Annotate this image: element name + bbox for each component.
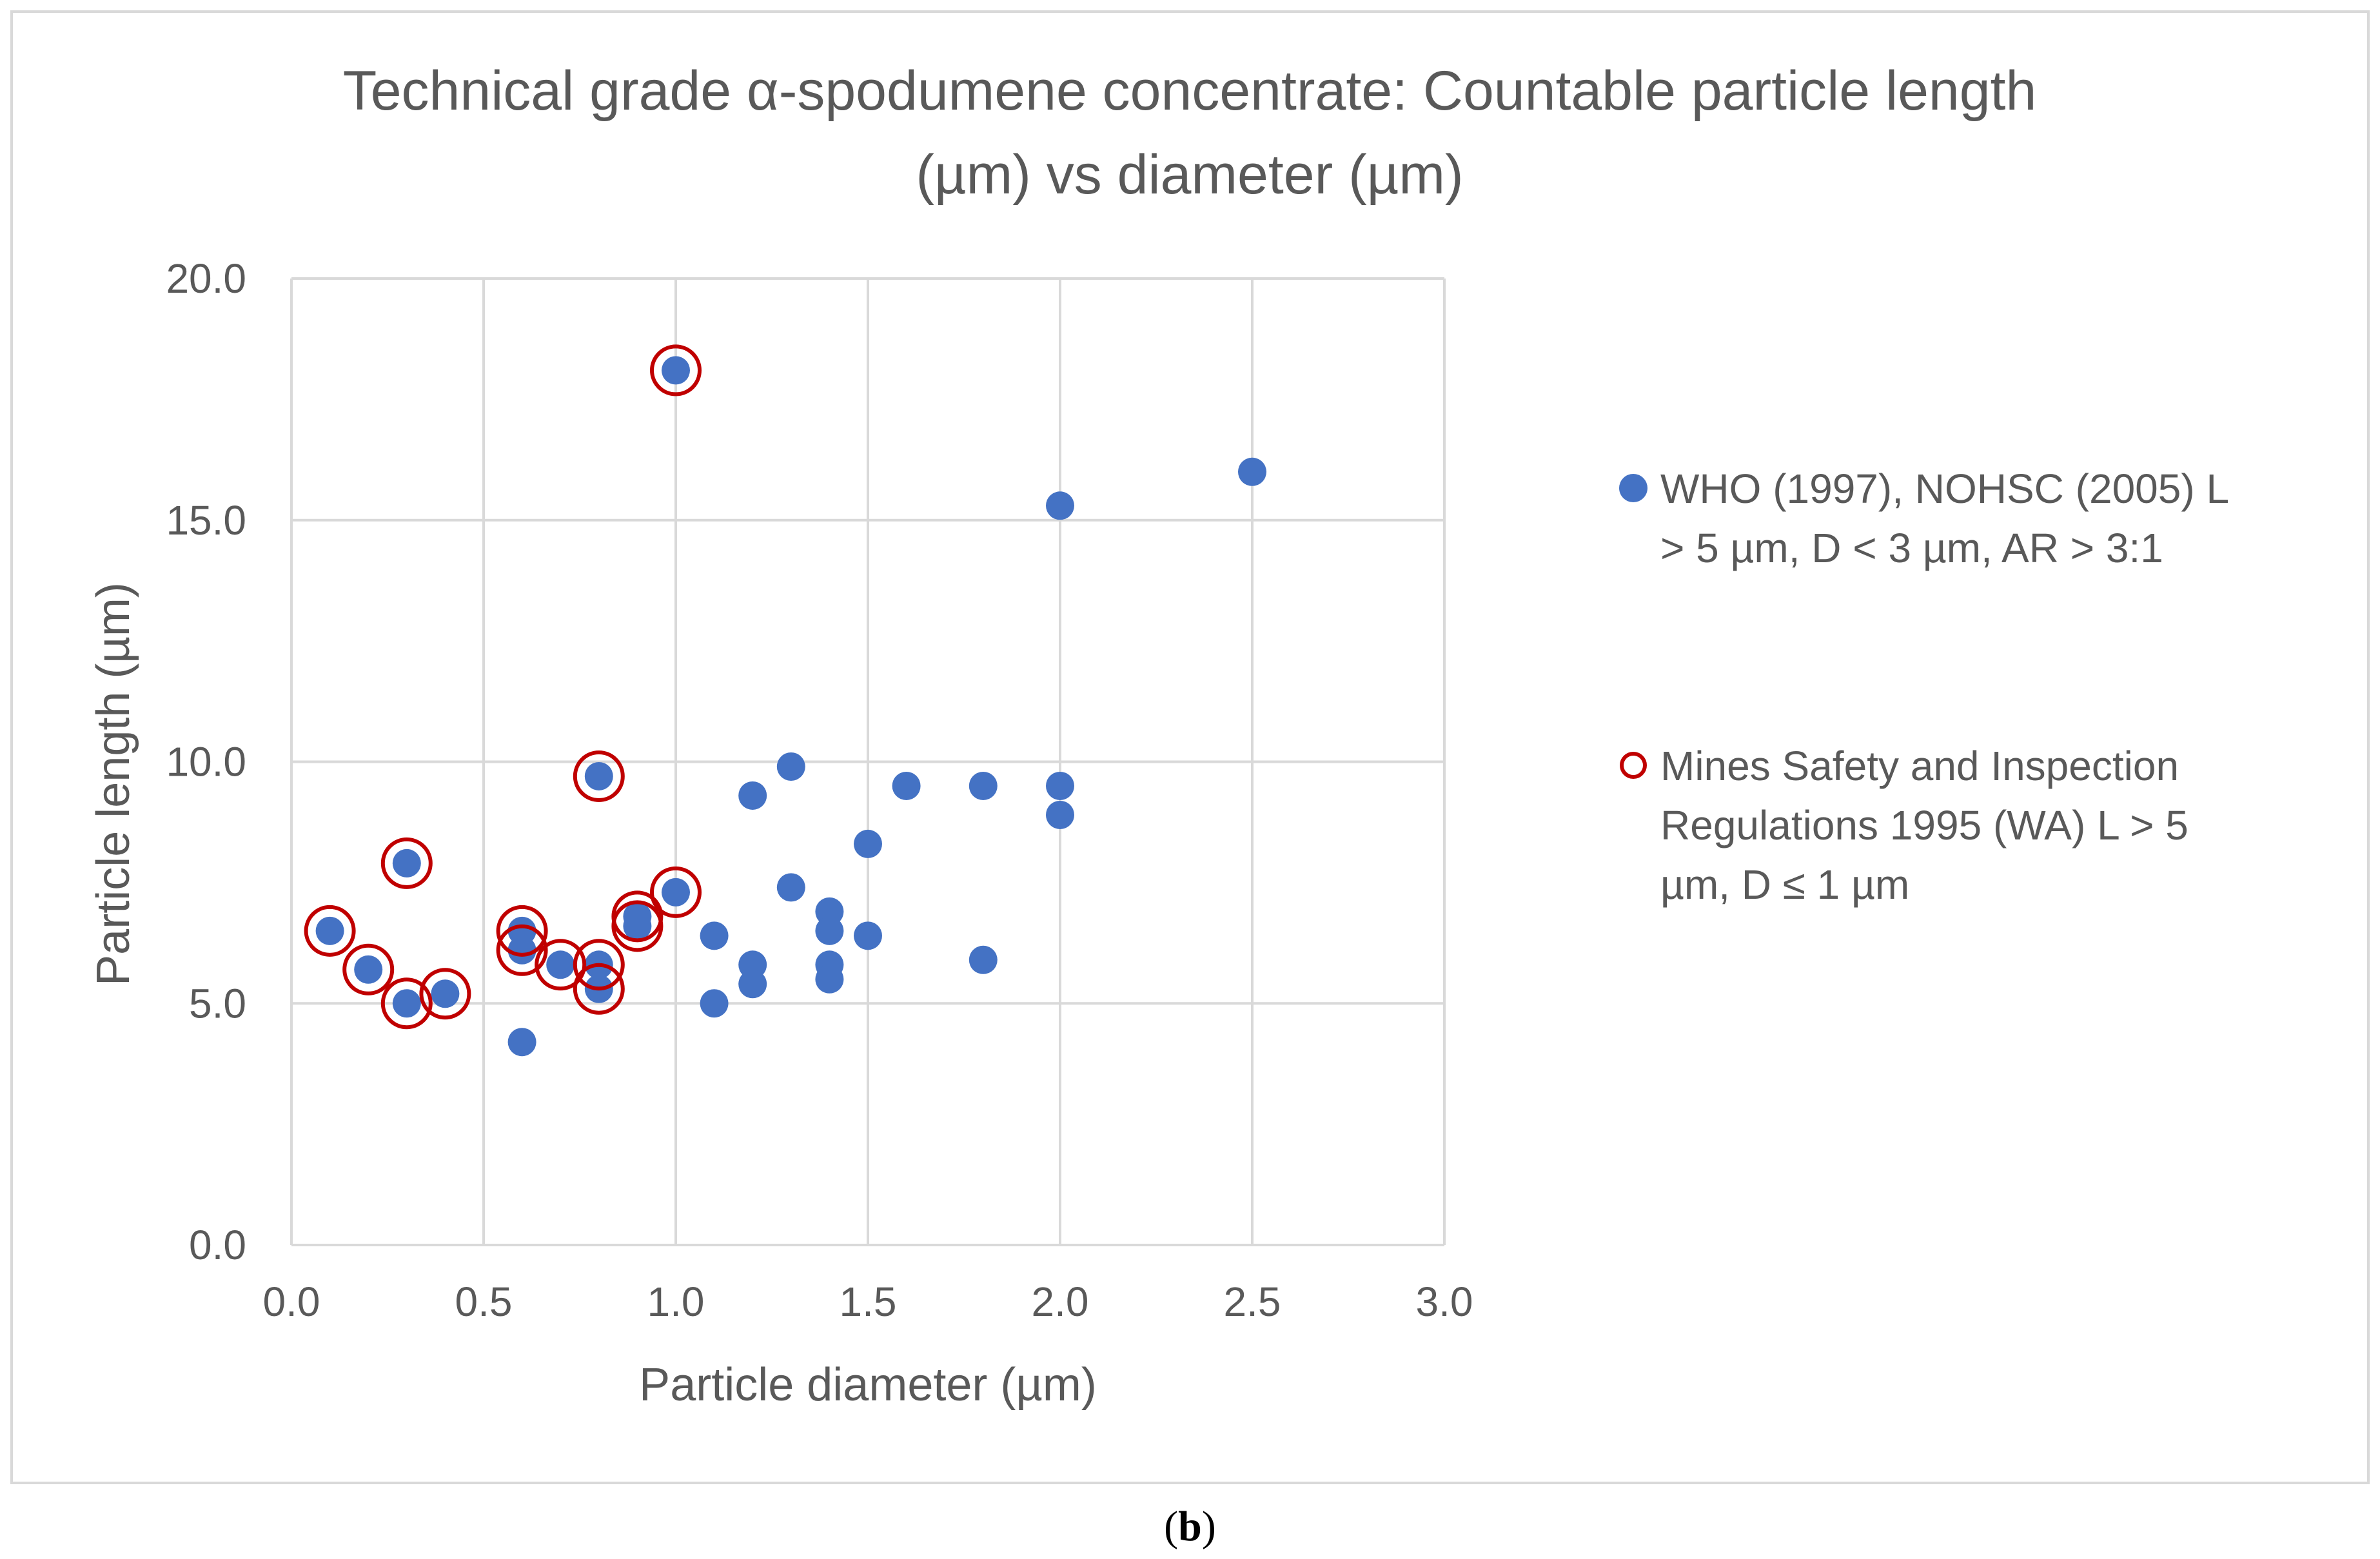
figure-caption: (b) <box>0 1502 2380 1551</box>
wa-regulation-marker <box>573 939 625 991</box>
legend-wa-label-line: µm, D ≤ 1 µm <box>1660 861 1909 908</box>
who-data-point <box>738 970 767 999</box>
who-data-point <box>815 916 844 945</box>
caption-label: b <box>1178 1503 1202 1550</box>
who-data-point <box>969 771 998 800</box>
who-data-point <box>1238 457 1266 486</box>
wa-regulation-marker <box>535 939 587 991</box>
who-data-point <box>662 356 690 385</box>
y-tick-label: 5.0 <box>189 980 246 1026</box>
who-data-point <box>431 979 460 1008</box>
caption-open-paren: ( <box>1164 1503 1179 1550</box>
who-data-point <box>392 989 421 1018</box>
x-tick-label: 2.0 <box>1032 1279 1089 1325</box>
y-tick-label: 0.0 <box>189 1222 246 1268</box>
who-data-point <box>700 989 729 1018</box>
wa-regulation-marker <box>342 943 395 995</box>
who-data-point <box>584 761 613 790</box>
who-data-point <box>700 921 729 950</box>
who-data-point <box>507 1028 536 1057</box>
wa-regulation-marker <box>419 968 471 1020</box>
who-data-point <box>776 873 805 902</box>
who-data-point <box>1046 771 1074 800</box>
chart-title-line-1: Technical grade α-spodumene concentrate:… <box>343 60 2037 122</box>
grid <box>290 277 1446 1246</box>
x-tick-label: 0.0 <box>263 1279 320 1325</box>
who-data-point <box>854 829 882 858</box>
x-tick-label: 1.5 <box>840 1279 897 1325</box>
who-data-point <box>662 878 690 907</box>
who-data-point <box>1046 800 1074 829</box>
chart-title-line-2: (µm) vs diameter (µm) <box>916 144 1463 206</box>
wa-regulation-marker <box>380 977 433 1030</box>
x-tick-label: 2.5 <box>1224 1279 1281 1325</box>
wa-regulation-marker <box>496 924 548 976</box>
who-data-point <box>546 950 575 979</box>
who-data-point <box>1046 491 1074 520</box>
who-data-point <box>969 945 998 974</box>
legend: WHO (1997), NOHSC (2005) L > 5 µm, D < 3 … <box>1619 466 2229 908</box>
legend-who-label-line: WHO (1997), NOHSC (2005) L <box>1660 466 2229 512</box>
y-tick-label: 20.0 <box>166 255 246 302</box>
x-tick-label: 0.5 <box>455 1279 513 1325</box>
legend-who-label-line: > 5 µm, D < 3 µm, AR > 3:1 <box>1660 525 2163 571</box>
who-data-point <box>354 955 383 984</box>
legend-wa-label-line: Mines Safety and Inspection <box>1660 743 2179 789</box>
wa-regulation-marker <box>380 837 433 889</box>
who-data-point <box>392 848 421 878</box>
wa-regulation-marker <box>573 750 625 802</box>
axes: 0.0 0.5 1.0 1.5 2.0 2.5 3.0 0.0 5.0 10.0 15.0 20.0 <box>166 255 1473 1325</box>
who-data-point <box>315 916 344 945</box>
who-data-point <box>892 771 921 800</box>
wa-regulation-marker <box>650 344 702 397</box>
y-tick-label: 10.0 <box>166 739 246 785</box>
data-markers <box>304 344 1266 1057</box>
legend-wa-marker <box>1620 752 1647 779</box>
who-data-point <box>738 781 767 810</box>
y-axis-label: Particle length (µm) <box>88 582 139 986</box>
who-data-point <box>815 965 844 994</box>
wa-regulation-marker <box>573 963 625 1015</box>
legend-who-marker <box>1619 474 1647 502</box>
x-tick-label: 1.0 <box>647 1279 705 1325</box>
chart-border <box>10 10 2370 1484</box>
wa-regulation-marker <box>650 866 702 918</box>
wa-regulation-marker <box>611 900 664 952</box>
who-data-point <box>623 912 652 941</box>
who-data-point <box>854 921 882 950</box>
legend-wa-label-line: Regulations 1995 (WA) L > 5 <box>1660 802 2188 848</box>
wa-regulation-marker <box>304 905 356 957</box>
who-data-point <box>507 936 536 965</box>
y-tick-label: 15.0 <box>166 497 246 544</box>
caption-close-paren: ) <box>1201 1503 1216 1550</box>
who-data-point <box>776 752 805 781</box>
wa-regulation-marker <box>496 905 548 957</box>
x-axis-label: Particle diameter (µm) <box>639 1359 1097 1411</box>
x-tick-label: 3.0 <box>1416 1279 1473 1325</box>
